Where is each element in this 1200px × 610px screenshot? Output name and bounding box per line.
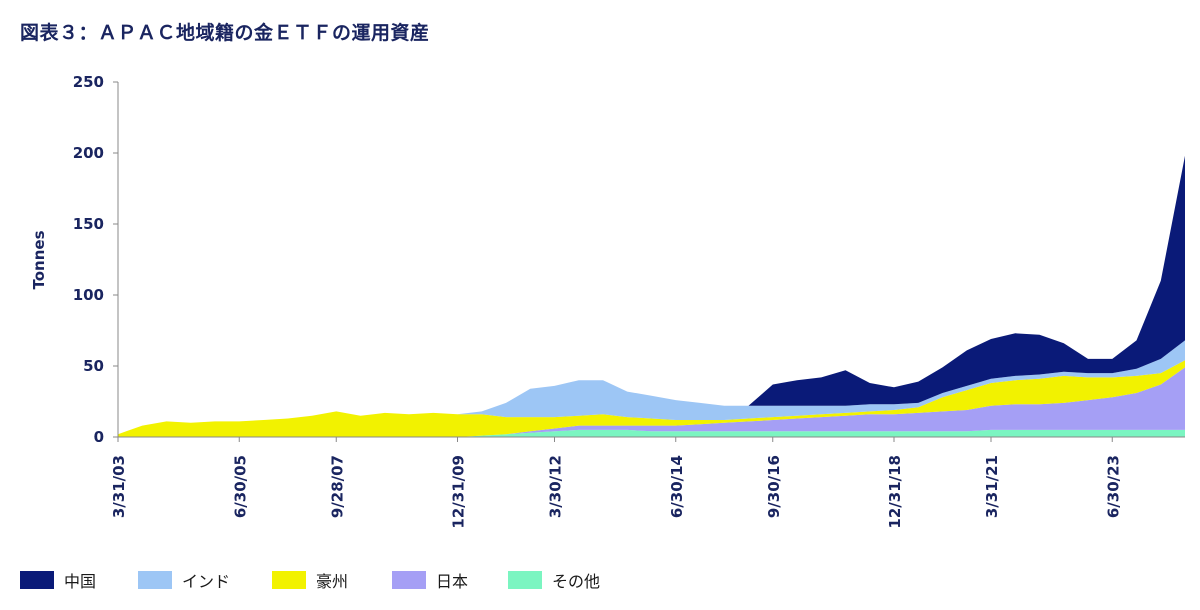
y-tick-label: 50 <box>83 357 104 375</box>
y-tick-label: 100 <box>73 286 104 304</box>
y-tick-label: 200 <box>73 144 104 162</box>
x-tick-label: 9/30/16 <box>765 455 783 518</box>
x-tick-label: 3/31/21 <box>983 455 1001 518</box>
legend-item: 中国 <box>20 566 96 594</box>
y-tick-label: 150 <box>73 215 104 233</box>
chart-title: 図表３：ＡＰＡＣ地域籍の金ＥＴＦの運用資産 <box>20 22 430 44</box>
x-tick-label: 12/31/18 <box>886 455 904 529</box>
legend-label: 日本 <box>436 572 469 591</box>
legend-swatch <box>138 571 172 589</box>
x-tick-label: 12/31/09 <box>450 455 468 529</box>
legend-label: インド <box>182 572 231 591</box>
x-tick-label: 6/30/14 <box>668 455 686 518</box>
area-series-2 <box>118 360 1185 437</box>
x-tick-label: 6/30/23 <box>1104 455 1122 518</box>
legend-item: 豪州 <box>272 566 348 594</box>
x-tick-label: 3/30/12 <box>547 455 565 518</box>
stacked-areas <box>118 155 1185 437</box>
legend-label: 中国 <box>64 572 97 591</box>
legend-item: インド <box>138 566 230 594</box>
legend-item: その他 <box>508 566 600 594</box>
y-axis-label: Tonnes <box>30 230 48 289</box>
legend-swatch <box>392 571 426 589</box>
area-series-0 <box>118 429 1185 437</box>
legend-swatch <box>20 571 54 589</box>
legend-label: その他 <box>552 572 601 591</box>
legend: 中国 インド 豪州 日本 その他 <box>20 566 1180 596</box>
axes: 0 50 100 150 200 250 3/31/03 6/30/05 9/28/07 12/3… <box>73 73 1185 529</box>
y-tick-label: 250 <box>73 73 104 91</box>
y-tick-label: 0 <box>94 428 104 446</box>
legend-item: 日本 <box>392 566 468 594</box>
chart-plot: 0 50 100 150 200 250 3/31/03 6/30/05 9/28/07 12/3… <box>30 73 1185 529</box>
x-tick-label: 6/30/05 <box>231 455 249 518</box>
legend-swatch <box>272 571 306 589</box>
x-tick-label: 3/31/03 <box>110 455 128 518</box>
legend-swatch <box>508 571 542 589</box>
area-series-3 <box>118 340 1185 435</box>
area-series-1 <box>118 367 1185 437</box>
legend-label: 豪州 <box>316 572 349 591</box>
x-tick-label: 9/28/07 <box>328 455 346 518</box>
